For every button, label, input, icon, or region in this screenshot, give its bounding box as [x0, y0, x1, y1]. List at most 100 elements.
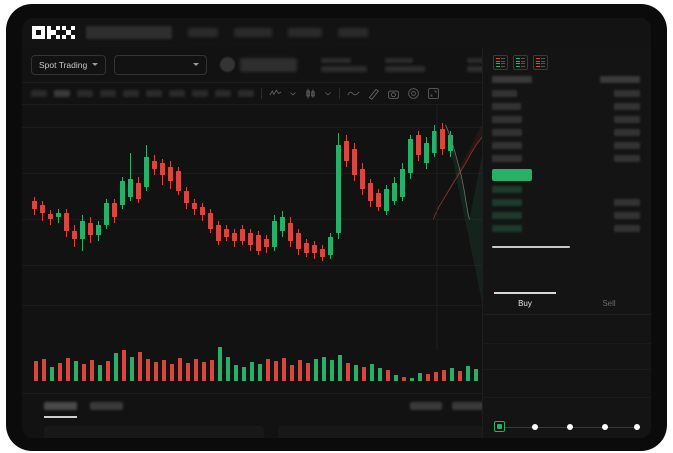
candlestick-icon[interactable] — [304, 87, 317, 100]
amount-slider[interactable] — [494, 421, 640, 433]
volume-bar — [122, 350, 126, 381]
nav-item-2[interactable] — [288, 28, 322, 37]
volume-bar — [50, 367, 54, 381]
tab-sell[interactable]: Sell — [602, 299, 616, 308]
volume-bar — [274, 361, 278, 381]
orderbook-ask-row[interactable] — [492, 116, 522, 123]
trade-tab-active-underline — [494, 292, 556, 294]
fullscreen-icon[interactable] — [427, 87, 440, 100]
orderbook-ask-row[interactable] — [492, 103, 521, 110]
orderbook-bid-row[interactable] — [492, 186, 522, 193]
orderbook-spread-highlight[interactable] — [492, 169, 532, 181]
orderbook-ask-row[interactable] — [492, 90, 517, 97]
timeframe-5[interactable] — [146, 90, 162, 97]
timeframe-1[interactable] — [54, 90, 70, 97]
volume-bar — [34, 361, 38, 381]
orderbook-rows[interactable] — [483, 76, 651, 272]
timeframe-7[interactable] — [192, 90, 208, 97]
bottom-card-1[interactable] — [278, 426, 490, 438]
timeframe-3[interactable] — [100, 90, 116, 97]
orderbook-ask-size — [614, 142, 640, 149]
candlestick-series — [22, 105, 482, 321]
bottom-tab-active-underline — [44, 416, 77, 418]
volume-bar — [130, 357, 134, 381]
volume-bar — [410, 378, 414, 381]
nav-item-3[interactable] — [338, 28, 368, 37]
bottom-tab-1[interactable] — [90, 402, 123, 410]
volume-bar — [90, 360, 94, 381]
coin-avatar — [220, 57, 236, 72]
volume-histogram — [22, 321, 482, 393]
orderbook-ask-row[interactable] — [492, 155, 522, 162]
chevron-down-icon — [193, 63, 200, 66]
orderbook-bid-size — [614, 212, 640, 219]
trading-mode-select[interactable]: Spot Trading — [31, 54, 107, 75]
orderbook-bid-row[interactable] — [492, 225, 522, 232]
orderbook-bid-row[interactable] — [492, 212, 522, 219]
volume-bar — [298, 360, 302, 381]
chevron-down-icon[interactable] — [324, 87, 332, 100]
timeframe-8[interactable] — [215, 90, 231, 97]
orderbook-ask-row[interactable] — [492, 142, 522, 149]
orderbook-scrollbar[interactable] — [492, 246, 570, 248]
price-chart[interactable] — [22, 105, 482, 321]
logo-glyph-x — [62, 26, 75, 39]
volume-bar — [362, 367, 366, 381]
bottom-action-0[interactable] — [410, 402, 442, 410]
tab-buy[interactable]: Buy — [518, 299, 532, 308]
timeframe-0[interactable] — [31, 90, 47, 97]
orderbook-header-right — [600, 76, 640, 83]
volume-bar — [186, 363, 190, 381]
volume-bar — [162, 360, 166, 381]
volume-bar — [250, 362, 254, 381]
gridline-3 — [22, 265, 482, 266]
tablet-device-frame: Spot Trading — [6, 4, 667, 451]
slider-stop-100[interactable] — [634, 423, 640, 430]
camera-icon[interactable] — [387, 87, 400, 100]
gridline-2 — [22, 219, 482, 220]
toolbar-divider — [261, 88, 262, 99]
timeframe-6[interactable] — [169, 90, 185, 97]
global-search-input[interactable] — [86, 26, 172, 39]
slider-handle[interactable] — [494, 421, 505, 432]
order-form-divider — [483, 343, 651, 344]
line-chart-icon[interactable] — [347, 87, 360, 100]
volume-bar — [266, 359, 270, 381]
timeframe-4[interactable] — [123, 90, 139, 97]
orderbook-mode-asks-icon[interactable] — [533, 55, 548, 70]
volume-bar — [474, 369, 478, 381]
chevron-down-icon[interactable] — [289, 87, 297, 100]
slider-stop-25[interactable] — [532, 423, 538, 430]
slider-stop-75[interactable] — [602, 423, 608, 430]
nav-item-0[interactable] — [188, 28, 218, 37]
timeframe-9[interactable] — [238, 90, 254, 97]
settings-icon[interactable] — [407, 87, 420, 100]
orderbook-ask-row[interactable] — [492, 129, 522, 136]
volume-bar — [58, 363, 62, 381]
orderbook-mode-bids-icon[interactable] — [513, 55, 528, 70]
nav-item-1[interactable] — [234, 28, 272, 37]
orders-panel — [22, 393, 490, 438]
bottom-tab-0[interactable] — [44, 402, 77, 410]
app-screen: Spot Trading — [22, 18, 651, 438]
pair-select[interactable] — [114, 54, 208, 75]
slider-stop-50[interactable] — [567, 423, 573, 430]
orderbook-bid-row[interactable] — [492, 199, 522, 206]
indicators-icon[interactable] — [269, 87, 282, 100]
okx-logo[interactable] — [32, 26, 75, 39]
stat-0-label — [321, 57, 352, 63]
orderbook-mode-both-icon[interactable] — [493, 55, 508, 70]
orderbook-ask-size — [614, 103, 640, 110]
volume-bar — [282, 358, 286, 381]
orderbook-ask-size — [614, 155, 640, 162]
drawing-tools-icon[interactable] — [367, 87, 380, 100]
volume-bar — [106, 361, 110, 381]
chart-toolbar — [22, 83, 482, 105]
bottom-card-0[interactable] — [44, 426, 264, 438]
timeframe-2[interactable] — [77, 90, 93, 97]
volume-bar — [394, 375, 398, 381]
orderbook-mode-switcher — [483, 47, 651, 76]
volume-bar — [354, 365, 358, 381]
volume-bar — [66, 358, 70, 381]
bottom-action-1[interactable] — [452, 402, 484, 410]
